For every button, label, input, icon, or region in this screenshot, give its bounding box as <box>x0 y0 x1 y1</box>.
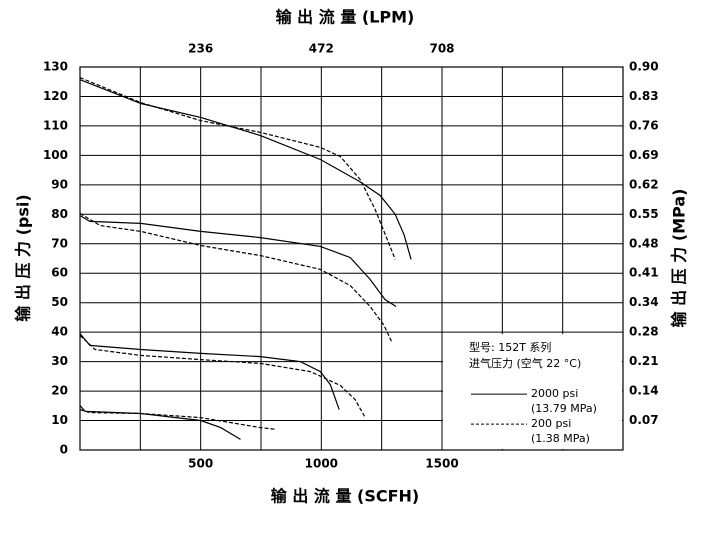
annotation: 进气压力 (空气 22 °C) <box>469 356 581 370</box>
y-tick-label: 10 <box>51 413 68 427</box>
flow-curve <box>79 214 397 308</box>
y2-tick-label: 0.48 <box>629 236 659 250</box>
y2-tick-label: 0.76 <box>629 118 659 132</box>
y2-tick-label: 0.34 <box>629 295 659 309</box>
plot-frame <box>79 66 624 451</box>
flow-curve <box>79 77 396 260</box>
y-tick-label: 100 <box>43 148 68 162</box>
x2-tick-label: 472 <box>309 42 334 56</box>
annotation: 型号: 152T 系列 <box>469 340 551 354</box>
y-axis-label: 输 出 压 力 (psi) <box>14 194 33 321</box>
x-tick-label: 1500 <box>425 457 458 471</box>
y2-tick-label: 0.28 <box>629 325 659 339</box>
y-tick-label: 20 <box>51 384 68 398</box>
y2-tick-label: 0.55 <box>629 207 659 221</box>
flow-curve <box>79 212 393 343</box>
y-tick-label: 70 <box>51 236 68 250</box>
flow-curve <box>79 333 340 410</box>
y2-tick-label: 0.90 <box>629 60 659 74</box>
y2-tick-label: 0.21 <box>629 354 659 368</box>
y2-tick-label: 0.07 <box>629 413 659 427</box>
y-tick-label: 50 <box>51 295 68 309</box>
y2-tick-label: 0.41 <box>629 266 659 280</box>
x-axis-label: 输 出 流 量 (SCFH) <box>271 487 420 506</box>
flow-curve <box>79 405 241 440</box>
y-tick-label: 30 <box>51 354 68 368</box>
legend-label: (1.38 MPa) <box>531 432 590 445</box>
y-tick-label: 40 <box>51 325 68 339</box>
y2-tick-label: 0.14 <box>629 384 659 398</box>
y-tick-label: 80 <box>51 207 68 221</box>
y2-tick-label: 0.83 <box>629 89 659 103</box>
y-tick-label: 120 <box>43 89 68 103</box>
y2-tick-label: 0.62 <box>629 177 659 191</box>
x2-tick-label: 708 <box>429 42 454 56</box>
legend-label: 200 psi <box>531 417 571 430</box>
y-tick-label: 90 <box>51 177 68 191</box>
x2-tick-label: 236 <box>188 42 213 56</box>
legend-label: 2000 psi <box>531 387 578 400</box>
y2-tick-label: 0.69 <box>629 148 659 162</box>
y-tick-label: 130 <box>43 60 68 74</box>
legend-label: (13.79 MPa) <box>531 402 597 415</box>
y-tick-label: 0 <box>60 443 68 457</box>
flow-curve <box>79 409 277 430</box>
flow-curve <box>79 334 366 418</box>
y-tick-label: 60 <box>51 266 68 280</box>
y-tick-label: 110 <box>43 118 68 132</box>
y2-axis-label: 输 出 压 力 (MPa) <box>670 189 689 328</box>
chart-title: 输 出 流 量 (LPM) <box>276 8 415 27</box>
flow-curve <box>79 79 412 260</box>
x-tick-label: 500 <box>188 457 213 471</box>
legend-box <box>443 334 622 449</box>
x-tick-label: 1000 <box>305 457 338 471</box>
